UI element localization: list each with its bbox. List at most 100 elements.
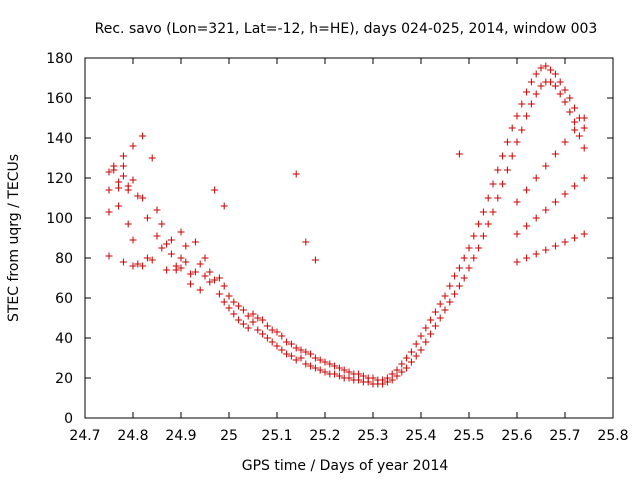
data-point <box>316 366 324 374</box>
data-point <box>532 70 540 78</box>
data-point <box>422 324 430 332</box>
data-point <box>527 100 535 108</box>
data-point <box>115 178 123 186</box>
data-point <box>182 242 190 250</box>
y-tick-label: 140 <box>46 131 73 147</box>
data-point <box>580 144 588 152</box>
data-point <box>206 278 214 286</box>
data-point <box>489 180 497 188</box>
data-point <box>335 372 343 380</box>
data-point <box>479 232 487 240</box>
data-point <box>249 310 257 318</box>
x-tick-label: 25.3 <box>357 428 388 444</box>
data-point <box>508 152 516 160</box>
data-point <box>177 228 185 236</box>
data-point <box>139 262 147 270</box>
data-point <box>119 152 127 160</box>
data-point <box>537 82 545 90</box>
data-point <box>235 302 243 310</box>
data-point <box>393 372 401 380</box>
data-point <box>551 70 559 78</box>
data-point <box>422 338 430 346</box>
data-point <box>465 244 473 252</box>
data-point <box>407 358 415 366</box>
data-point <box>201 272 209 280</box>
data-point <box>451 290 459 298</box>
data-point <box>436 300 444 308</box>
data-point <box>518 126 526 134</box>
data-point <box>571 234 579 242</box>
data-point <box>499 152 507 160</box>
data-point <box>470 254 478 262</box>
data-point <box>220 202 228 210</box>
y-tick-label: 160 <box>46 91 73 107</box>
data-point <box>115 202 123 210</box>
data-point <box>523 254 531 262</box>
data-point <box>441 292 449 300</box>
data-point <box>148 256 156 264</box>
data-point <box>407 348 415 356</box>
data-point <box>201 254 209 262</box>
data-point <box>537 64 545 72</box>
data-point <box>259 316 267 324</box>
data-point <box>460 274 468 282</box>
data-point <box>513 230 521 238</box>
data-point <box>148 154 156 162</box>
data-point <box>268 326 276 334</box>
data-point <box>321 358 329 366</box>
data-point <box>551 242 559 250</box>
data-point <box>134 260 142 268</box>
y-tick-label: 40 <box>55 331 73 347</box>
data-point <box>129 262 137 270</box>
data-point <box>311 354 319 362</box>
data-point <box>499 180 507 188</box>
data-point <box>532 214 540 222</box>
data-point <box>177 264 185 272</box>
data-point <box>494 166 502 174</box>
data-point <box>316 356 324 364</box>
data-point <box>124 182 132 190</box>
data-point <box>551 82 559 90</box>
data-point <box>139 194 147 202</box>
data-point <box>297 346 305 354</box>
data-point <box>383 374 391 382</box>
data-point <box>211 186 219 194</box>
data-point <box>254 326 262 334</box>
data-point <box>139 132 147 140</box>
x-tick-label: 24.8 <box>117 428 148 444</box>
data-point <box>215 274 223 282</box>
data-point <box>513 258 521 266</box>
data-point <box>412 340 420 348</box>
data-point <box>369 374 377 382</box>
data-point <box>196 286 204 294</box>
data-point <box>278 332 286 340</box>
data-point <box>283 350 291 358</box>
data-point <box>283 338 291 346</box>
data-point <box>431 308 439 316</box>
data-point <box>211 276 219 284</box>
y-ticks: 0 20 40 60 80 100 120 140 160 180 <box>46 51 613 427</box>
data-point <box>571 118 579 126</box>
data-point <box>273 342 281 350</box>
data-point <box>393 366 401 374</box>
data-point <box>556 90 564 98</box>
data-point <box>206 268 214 276</box>
data-point <box>561 190 569 198</box>
data-point <box>311 256 319 264</box>
data-point <box>287 340 295 348</box>
data-point <box>532 250 540 258</box>
data-point <box>523 186 531 194</box>
data-point <box>436 314 444 322</box>
data-point <box>105 252 113 260</box>
data-point <box>431 322 439 330</box>
data-point <box>523 222 531 230</box>
data-point <box>129 142 137 150</box>
data-point <box>220 298 228 306</box>
y-tick-label: 0 <box>64 411 73 427</box>
y-tick-label: 60 <box>55 291 73 307</box>
data-point <box>187 280 195 288</box>
data-point <box>523 88 531 96</box>
data-point <box>167 250 175 258</box>
data-point <box>503 138 511 146</box>
x-ticks: 24.7 24.8 24.9 25 25.1 25.2 25.3 25.4 25.5 25.6 25… <box>69 58 629 444</box>
